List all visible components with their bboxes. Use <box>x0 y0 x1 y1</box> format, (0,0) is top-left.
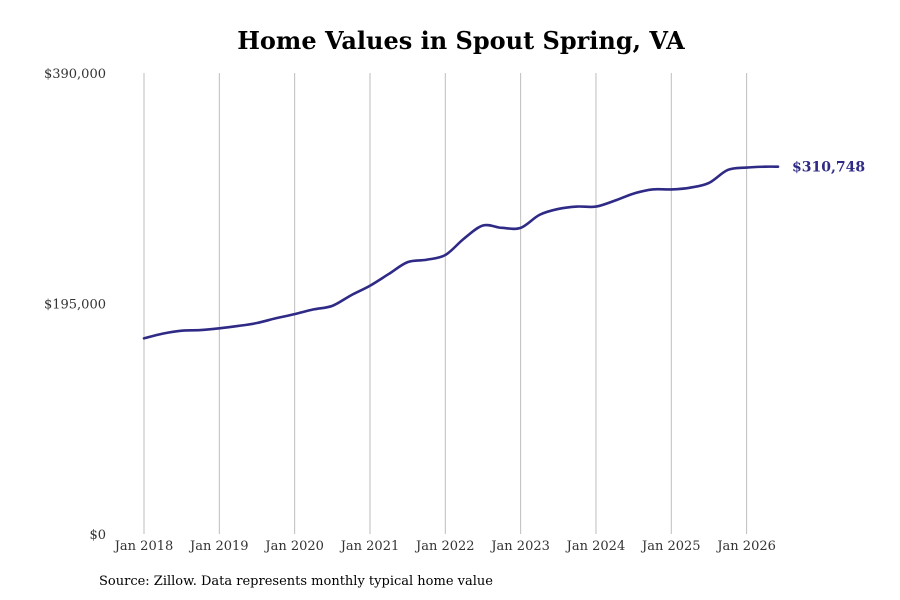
x-axis-tick-labels: Jan 2018 Jan 2019 Jan 2020 Jan 2021 Jan 2022… <box>113 539 776 554</box>
y-tick-label: $0 <box>89 528 106 543</box>
y-axis-tick-labels: $0 $195,000 $390,000 <box>44 67 106 543</box>
x-tick-label: Jan 2022 <box>414 539 475 554</box>
x-tick-label: Jan 2019 <box>188 539 249 554</box>
y-tick-label: $195,000 <box>44 298 106 313</box>
chart-title: Home Values in Spout Spring, VA <box>237 26 685 55</box>
x-tick-label: Jan 2025 <box>640 539 701 554</box>
x-tick-label: Jan 2021 <box>339 539 400 554</box>
series-line <box>142 165 780 340</box>
y-tick-label: $390,000 <box>44 67 106 82</box>
x-tick-label: Jan 2018 <box>113 539 174 554</box>
x-tick-label: Jan 2024 <box>565 539 626 554</box>
source-note: Source: Zillow. Data represents monthly … <box>99 574 493 589</box>
data-labels: $310,748 <box>792 160 865 176</box>
x-tick-label: Jan 2023 <box>489 539 550 554</box>
end-value-label: $310,748 <box>792 160 865 176</box>
x-tick-label: Jan 2020 <box>263 539 324 554</box>
x-tick-label: Jan 2026 <box>715 539 776 554</box>
gridlines <box>143 73 748 534</box>
series <box>142 165 780 340</box>
